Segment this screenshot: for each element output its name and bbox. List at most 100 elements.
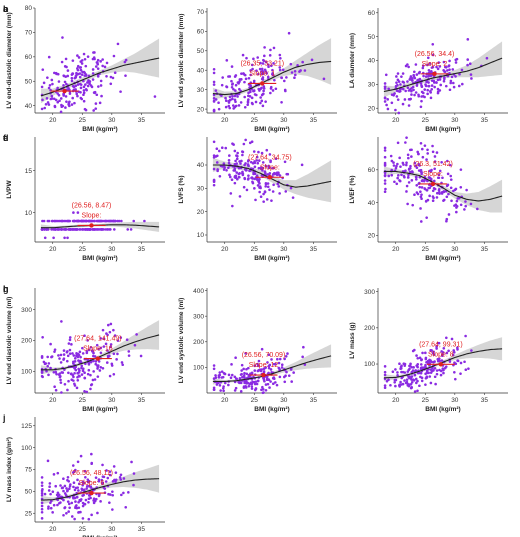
data-point: [253, 369, 257, 372]
data-point: [419, 375, 422, 379]
data-point: [54, 388, 58, 392]
data-point: [109, 82, 113, 86]
data-point: [421, 66, 425, 70]
fit-line: [383, 348, 503, 379]
data-point: [62, 349, 66, 352]
data-point: [78, 75, 82, 79]
data-point: [85, 487, 88, 490]
x-tick-label: 25: [251, 246, 259, 253]
data-point: [90, 85, 94, 89]
data-point: [218, 384, 222, 387]
data-point: [383, 100, 387, 103]
data-point: [430, 79, 434, 82]
data-point: [237, 166, 241, 170]
data-point: [72, 354, 76, 357]
data-point: [67, 480, 71, 483]
data-point: [434, 382, 437, 386]
data-point: [407, 98, 411, 101]
data-point: [235, 157, 239, 161]
data-point: [431, 369, 435, 372]
data-point: [410, 380, 414, 384]
data-point: [264, 388, 268, 392]
data-point: [129, 228, 133, 231]
data-point: [86, 372, 90, 376]
panel-letter: i: [3, 284, 6, 294]
x-tick-label: 30: [451, 117, 459, 124]
panel-letter: e: [3, 133, 8, 143]
data-point: [89, 383, 93, 387]
data-point: [143, 219, 146, 223]
data-point: [52, 236, 55, 240]
x-tick-label: 35: [310, 397, 318, 404]
data-point: [240, 72, 243, 75]
data-point: [419, 82, 423, 85]
data-point: [111, 508, 114, 511]
data-point: [250, 176, 253, 180]
data-point: [415, 73, 419, 76]
data-point: [445, 219, 448, 223]
data-point: [124, 505, 128, 509]
data-point: [234, 356, 237, 360]
data-point: [396, 162, 399, 166]
data-point: [485, 56, 489, 60]
data-point: [242, 142, 246, 146]
data-point: [427, 74, 431, 77]
x-tick-label: 20: [392, 397, 400, 404]
data-point: [47, 86, 51, 90]
data-point: [423, 366, 426, 370]
data-point: [224, 96, 227, 100]
data-point: [408, 367, 411, 371]
data-point: [383, 149, 387, 152]
x-tick-label: 25: [79, 397, 87, 404]
data-point: [450, 337, 454, 341]
data-point: [390, 159, 394, 163]
data-point: [256, 184, 260, 187]
x-tick-label: 20: [49, 526, 57, 533]
data-point: [464, 368, 468, 372]
confidence-band: [40, 38, 160, 104]
data-point: [253, 177, 256, 181]
data-point: [243, 176, 246, 180]
data-point: [113, 228, 116, 231]
data-point: [106, 349, 109, 352]
data-point: [268, 188, 271, 192]
data-point: [40, 510, 44, 514]
data-point: [266, 182, 270, 185]
data-point: [424, 200, 428, 203]
data-point: [83, 107, 87, 111]
data-point: [256, 379, 260, 383]
data-point: [262, 87, 266, 90]
data-point: [407, 181, 411, 184]
data-point: [222, 168, 226, 171]
data-point: [87, 517, 91, 521]
data-point: [230, 79, 233, 83]
data-point: [268, 386, 271, 389]
data-point: [400, 370, 403, 374]
data-point: [242, 72, 246, 76]
data-point: [468, 62, 472, 66]
annotation-slope: Slope: 12: [249, 362, 279, 369]
data-point: [49, 366, 52, 370]
data-point: [95, 93, 99, 97]
data-point: [410, 378, 413, 381]
data-point: [410, 179, 414, 182]
data-point: [228, 95, 232, 99]
y-axis-label: LV end-diastolic diameter (mm): [6, 12, 13, 108]
data-point: [56, 86, 59, 90]
data-point: [455, 57, 459, 61]
data-point: [221, 375, 225, 379]
y-axis-label: LV end diastolic volume (ml): [6, 297, 13, 385]
data-point: [243, 80, 246, 84]
data-point: [426, 56, 430, 60]
x-tick-label: 35: [481, 117, 489, 124]
data-point: [238, 377, 242, 380]
data-point: [403, 379, 406, 382]
data-point: [301, 60, 304, 64]
data-point: [418, 384, 421, 388]
data-point: [261, 76, 265, 79]
data-point: [433, 155, 437, 158]
data-point: [449, 79, 453, 83]
data-point: [60, 320, 63, 323]
data-point: [409, 148, 412, 152]
